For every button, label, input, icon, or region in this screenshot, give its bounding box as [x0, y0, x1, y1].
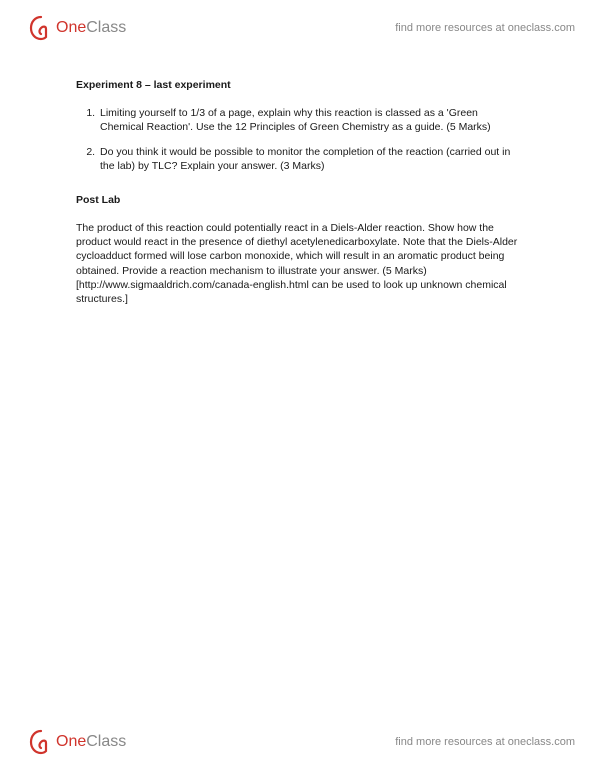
logo-text: OneClass: [56, 733, 126, 751]
page-footer: OneClass find more resources at oneclass…: [0, 722, 595, 762]
logo: OneClass: [28, 15, 126, 41]
logo-text-one: One: [56, 19, 86, 36]
question-list: Limiting yourself to 1/3 of a page, expl…: [76, 106, 524, 173]
logo: OneClass: [28, 729, 126, 755]
postlab-heading: Post Lab: [76, 193, 524, 207]
logo-text: OneClass: [56, 19, 126, 37]
logo-icon: [28, 729, 54, 755]
document-body: Experiment 8 – last experiment Limiting …: [76, 78, 524, 316]
footer-tagline: find more resources at oneclass.com: [395, 736, 575, 748]
experiment-title: Experiment 8 – last experiment: [76, 78, 524, 92]
list-item: Do you think it would be possible to mon…: [98, 145, 524, 173]
logo-text-class: Class: [86, 733, 126, 750]
logo-icon: [28, 15, 54, 41]
page-header: OneClass find more resources at oneclass…: [0, 8, 595, 48]
postlab-body: The product of this reaction could poten…: [76, 221, 524, 306]
header-tagline: find more resources at oneclass.com: [395, 22, 575, 34]
list-item: Limiting yourself to 1/3 of a page, expl…: [98, 106, 524, 134]
logo-text-class: Class: [86, 19, 126, 36]
logo-text-one: One: [56, 733, 86, 750]
